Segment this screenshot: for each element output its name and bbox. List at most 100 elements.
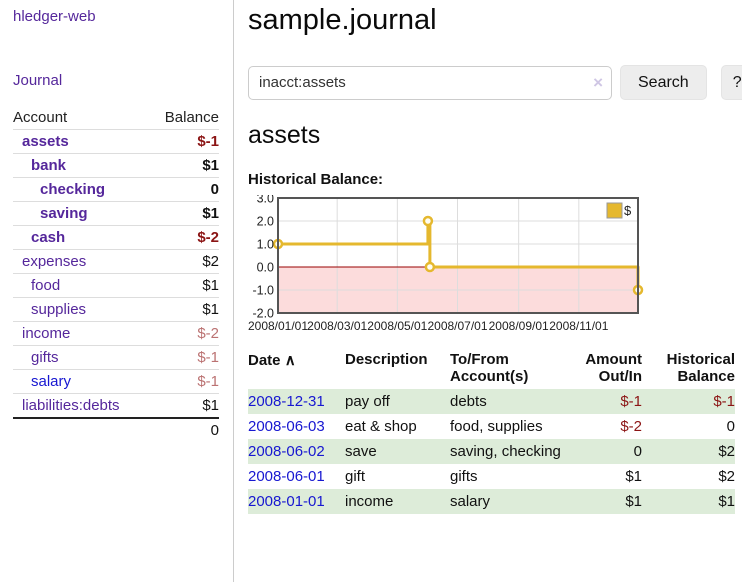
search-input[interactable] (248, 65, 612, 100)
account-balance: $1 (149, 153, 219, 178)
y-tick-label: 2.0 (257, 215, 274, 229)
transaction-amount: $1 (625, 468, 642, 485)
account-row: gifts $-1 (13, 345, 219, 370)
transaction-accounts: gifts (450, 468, 478, 485)
transaction-date-link[interactable]: 2008-06-03 (248, 418, 325, 435)
account-balance: $1 (149, 201, 219, 226)
transaction-date-link[interactable]: 2008-01-01 (248, 493, 325, 510)
transaction-accounts: salary (450, 493, 491, 510)
transaction-row: 2008-06-01 gift gifts $1 $2 (248, 464, 735, 489)
transaction-description: income (345, 493, 394, 510)
account-balance: $1 (149, 393, 219, 419)
account-row: supplies $1 (13, 297, 219, 322)
x-tick-label: 2008/05/01 (367, 319, 427, 333)
accounts-total-value: 0 (149, 417, 219, 442)
accounts-table: Account Balance assets $-1 bank $1 checking 0… (13, 106, 219, 442)
account-link[interactable]: checking (40, 181, 106, 198)
accounts-header-account: Account (13, 106, 150, 130)
transaction-row: 2008-12-31 pay off debts $-1 $-1 (248, 389, 735, 414)
transaction-amount: $1 (625, 493, 642, 510)
account-link[interactable]: income (22, 325, 71, 342)
data-point-marker (422, 215, 434, 227)
account-balance: 0 (149, 177, 219, 202)
transaction-description: eat & shop (345, 418, 417, 435)
account-row: bank $1 (13, 153, 219, 178)
account-balance: $-1 (149, 369, 219, 394)
x-tick-label: 2008/07/01 (427, 319, 487, 333)
account-balance: $1 (149, 297, 219, 322)
transaction-balance: 0 (726, 418, 735, 435)
account-row: food $1 (13, 273, 219, 298)
account-balance: $-2 (149, 225, 219, 250)
search-button[interactable]: Search (620, 65, 707, 100)
transaction-date-link[interactable]: 2008-06-01 (248, 468, 325, 485)
y-tick-label: 3.0 (257, 195, 274, 206)
register-header-balance: Historical Balance (666, 351, 735, 385)
account-row: assets $-1 (13, 129, 219, 154)
account-link[interactable]: saving (40, 205, 88, 222)
register-header-amount: Amount Out/In (585, 351, 642, 385)
transaction-description: pay off (345, 393, 390, 410)
accounts-total-spacer (13, 417, 150, 442)
x-tick-label: 2008/11/01 (549, 319, 608, 333)
account-balance: $-2 (149, 321, 219, 346)
transaction-accounts: debts (450, 393, 487, 410)
transaction-row: 2008-06-03 eat & shop food, supplies $-2 0 (248, 414, 735, 439)
transaction-accounts: saving, checking (450, 443, 561, 460)
accounts-total-row: 0 (13, 417, 219, 442)
account-link[interactable]: assets (22, 133, 69, 150)
chart-title: Historical Balance: (248, 171, 384, 188)
register-header-accounts: To/From Account(s) (450, 351, 529, 385)
data-point-marker (424, 261, 436, 273)
help-button[interactable]: ? (720, 65, 742, 100)
account-row: salary $-1 (13, 369, 219, 394)
register-header-row: Date ∧ Description To/From Account(s) Am… (248, 349, 735, 389)
register-header-date: Date ∧ (248, 352, 296, 369)
account-link[interactable]: cash (31, 229, 66, 246)
transaction-amount: $-1 (620, 393, 642, 410)
sort-asc-icon: ∧ (284, 352, 296, 369)
account-link[interactable]: supplies (31, 301, 87, 318)
transaction-balance: $2 (718, 468, 735, 485)
page-title: sample.journal (248, 4, 437, 36)
sidebar-item-journal[interactable]: Journal (13, 72, 63, 89)
account-link[interactable]: expenses (22, 253, 87, 270)
x-tick-label: 2008/09/01 (489, 319, 549, 333)
transaction-balance: $2 (718, 443, 735, 460)
main-content: sample.journal × Search ? assets Histori… (234, 0, 742, 582)
transaction-row: 2008-01-01 income salary $1 $1 (248, 489, 735, 514)
x-tick-label: 2008/03/01 (307, 319, 367, 333)
transaction-amount: 0 (633, 443, 642, 460)
account-row: expenses $2 (13, 249, 219, 274)
x-tick-label: 2008/01/01 (248, 319, 308, 333)
account-link[interactable]: liabilities:debts (22, 397, 120, 414)
transaction-description: gift (345, 468, 366, 485)
account-row: saving $1 (13, 201, 219, 226)
account-row: cash $-2 (13, 225, 219, 250)
accounts-header-balance: Balance (149, 106, 219, 130)
account-balance: $-1 (149, 345, 219, 370)
account-link[interactable]: bank (31, 157, 67, 174)
y-tick-label: -2.0 (252, 307, 274, 321)
transaction-description: save (345, 443, 377, 460)
y-tick-label: 1.0 (257, 238, 274, 252)
account-balance: $-1 (149, 129, 219, 154)
account-link[interactable]: gifts (31, 349, 59, 366)
app-brand-link[interactable]: hledger-web (13, 8, 96, 25)
account-row: checking 0 (13, 177, 219, 202)
account-link[interactable]: food (31, 277, 61, 294)
search-bar: × Search ? (248, 65, 742, 100)
sidebar-nav: Journal (13, 72, 233, 90)
accounts-header-row: Account Balance (13, 106, 219, 130)
transaction-date-link[interactable]: 2008-12-31 (248, 393, 325, 410)
transaction-date-link[interactable]: 2008-06-02 (248, 443, 325, 460)
clear-search-icon[interactable]: × (593, 72, 603, 92)
account-balance: $1 (149, 273, 219, 298)
register-table: Date ∧ Description To/From Account(s) Am… (248, 349, 735, 514)
transaction-amount: $-2 (620, 418, 642, 435)
transaction-balance: $-1 (713, 393, 735, 410)
y-tick-label: -1.0 (252, 284, 274, 298)
search-input-wrap: × (248, 65, 612, 100)
account-link[interactable]: salary (31, 373, 72, 390)
